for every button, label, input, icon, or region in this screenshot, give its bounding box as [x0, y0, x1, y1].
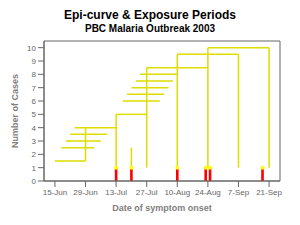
- html-text:Epi-curve & Exposure Periods: Epi-curve & Exposure Periods: [64, 8, 236, 22]
- svg-text:2: 2: [32, 150, 37, 159]
- svg-text:6: 6: [32, 97, 37, 106]
- svg-text:1: 1: [32, 164, 37, 173]
- svg-text:10-Aug: 10-Aug: [164, 188, 190, 197]
- svg-text:8: 8: [32, 70, 37, 79]
- svg-text:7-Sep: 7-Sep: [228, 188, 250, 197]
- svg-text:21-Sep: 21-Sep: [256, 188, 282, 197]
- svg-text:10: 10: [27, 44, 36, 53]
- html-text:PBC Malaria Outbreak 2003: PBC Malaria Outbreak 2003: [85, 23, 215, 34]
- svg-text:7: 7: [32, 84, 37, 93]
- svg-text:27-Jul: 27-Jul: [136, 188, 158, 197]
- svg-text:24-Aug: 24-Aug: [195, 188, 221, 197]
- svg-text:9: 9: [32, 57, 37, 66]
- svg-text:4: 4: [32, 124, 37, 133]
- svg-text:0: 0: [32, 177, 37, 186]
- svg-text:Date of symptom onset: Date of symptom onset: [112, 203, 212, 213]
- svg-text:3: 3: [32, 137, 37, 146]
- svg-text:15-Jun: 15-Jun: [43, 188, 67, 197]
- svg-text:29-Jun: 29-Jun: [73, 188, 97, 197]
- svg-text:5: 5: [32, 110, 37, 119]
- svg-text:Number of Cases: Number of Cases: [10, 74, 20, 148]
- svg-text:13-Jul: 13-Jul: [105, 188, 127, 197]
